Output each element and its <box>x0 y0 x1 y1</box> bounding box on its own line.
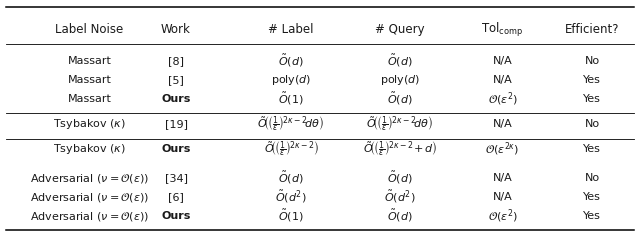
Text: $\tilde{O}\!\left(\!\left(\frac{1}{\varepsilon}\right)^{\!2\kappa-2}\!+d\right)$: $\tilde{O}\!\left(\!\left(\frac{1}{\vare… <box>363 140 437 159</box>
Text: N/A: N/A <box>493 56 512 66</box>
Text: Yes: Yes <box>583 192 601 202</box>
Text: No: No <box>584 56 600 66</box>
Text: $\tilde{O}\!\left(\!\left(\frac{1}{\varepsilon}\right)^{\!2\kappa-2}\right)$: $\tilde{O}\!\left(\!\left(\frac{1}{\vare… <box>264 140 319 159</box>
Text: Ours: Ours <box>161 94 191 104</box>
Text: Ours: Ours <box>161 211 191 221</box>
Text: $\tilde{O}(d^2)$: $\tilde{O}(d^2)$ <box>384 189 416 205</box>
Text: N/A: N/A <box>493 119 512 129</box>
Text: Massart: Massart <box>68 75 111 85</box>
Text: $\tilde{O}\!\left(\!\left(\frac{1}{\varepsilon}\right)^{\!2\kappa-2}\!d\theta\ri: $\tilde{O}\!\left(\!\left(\frac{1}{\vare… <box>257 115 325 134</box>
Text: $\tilde{O}(1)$: $\tilde{O}(1)$ <box>278 208 304 224</box>
Text: N/A: N/A <box>493 75 512 85</box>
Text: $\tilde{O}(d)$: $\tilde{O}(d)$ <box>387 53 413 69</box>
Text: No: No <box>584 119 600 129</box>
Text: $\tilde{O}(d)$: $\tilde{O}(d)$ <box>278 53 304 69</box>
Text: Work: Work <box>161 23 191 36</box>
Text: N/A: N/A <box>493 192 512 202</box>
Text: Tol$_{\mathrm{comp}}$: Tol$_{\mathrm{comp}}$ <box>481 21 524 39</box>
Text: Efficient?: Efficient? <box>564 23 620 36</box>
Text: $\tilde{O}(d)$: $\tilde{O}(d)$ <box>387 208 413 224</box>
Text: [5]: [5] <box>168 75 184 85</box>
Text: Yes: Yes <box>583 144 601 154</box>
Text: [34]: [34] <box>164 173 188 183</box>
Text: Yes: Yes <box>583 211 601 221</box>
Text: $\tilde{O}(d^2)$: $\tilde{O}(d^2)$ <box>275 189 307 205</box>
Text: $\tilde{O}(1)$: $\tilde{O}(1)$ <box>278 91 304 107</box>
Text: $\mathcal{O}(\varepsilon^{2\kappa})$: $\mathcal{O}(\varepsilon^{2\kappa})$ <box>485 141 520 158</box>
Text: [19]: [19] <box>164 119 188 129</box>
Text: Yes: Yes <box>583 75 601 85</box>
Text: Massart: Massart <box>68 56 111 66</box>
Text: Tsybakov $(\kappa)$: Tsybakov $(\kappa)$ <box>53 142 126 156</box>
Text: [6]: [6] <box>168 192 184 202</box>
Text: $\mathcal{O}(\varepsilon^2)$: $\mathcal{O}(\varepsilon^2)$ <box>488 207 517 225</box>
Text: $\tilde{O}\!\left(\!\left(\frac{1}{\varepsilon}\right)^{\!2\kappa-2}\!d\theta\ri: $\tilde{O}\!\left(\!\left(\frac{1}{\vare… <box>366 115 434 134</box>
Text: Adversarial $(\nu = \mathcal{O}(\varepsilon))$: Adversarial $(\nu = \mathcal{O}(\varepsi… <box>30 191 149 204</box>
Text: # Label: # Label <box>268 23 314 36</box>
Text: Tsybakov $(\kappa)$: Tsybakov $(\kappa)$ <box>53 117 126 131</box>
Text: Yes: Yes <box>583 94 601 104</box>
Text: Adversarial $(\nu = \mathcal{O}(\varepsilon))$: Adversarial $(\nu = \mathcal{O}(\varepsi… <box>30 172 149 185</box>
Text: ificantly improve over prior work with the extra comparison oracle. Denote by $d: ificantly improve over prior work with t… <box>6 238 548 239</box>
Text: Massart: Massart <box>68 94 111 104</box>
Text: Ours: Ours <box>161 144 191 154</box>
Text: # Query: # Query <box>375 23 425 36</box>
Text: Label Noise: Label Noise <box>56 23 124 36</box>
Text: $\mathrm{poly}(d)$: $\mathrm{poly}(d)$ <box>271 73 312 87</box>
Text: Adversarial $(\nu = \mathcal{O}(\varepsilon))$: Adversarial $(\nu = \mathcal{O}(\varepsi… <box>30 210 149 223</box>
Text: [8]: [8] <box>168 56 184 66</box>
Text: $\mathcal{O}(\varepsilon^2)$: $\mathcal{O}(\varepsilon^2)$ <box>488 90 517 108</box>
Text: $\tilde{O}(d)$: $\tilde{O}(d)$ <box>387 91 413 107</box>
Text: No: No <box>584 173 600 183</box>
Text: $\mathrm{poly}(d)$: $\mathrm{poly}(d)$ <box>380 73 420 87</box>
Text: $\tilde{O}(d)$: $\tilde{O}(d)$ <box>387 170 413 186</box>
Text: N/A: N/A <box>493 173 512 183</box>
Text: $\tilde{O}(d)$: $\tilde{O}(d)$ <box>278 170 304 186</box>
